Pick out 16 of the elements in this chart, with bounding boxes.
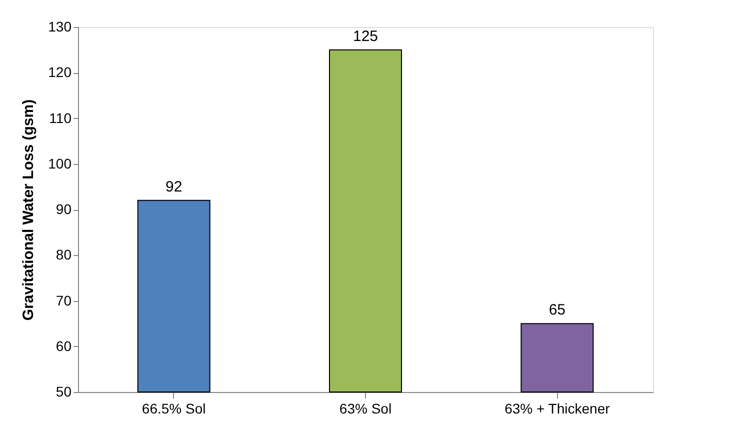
x-tick-label: 66.5% Sol: [142, 400, 206, 416]
y-tick-label: 50: [56, 384, 72, 400]
y-axis-title: Gravitational Water Loss (gsm): [20, 99, 38, 321]
data-label: 125: [352, 28, 378, 45]
x-tick-label: 63% Sol: [339, 400, 392, 416]
y-tick-label: 60: [56, 338, 72, 354]
y-tick-label: 90: [56, 201, 72, 217]
y-tick-label: 130: [48, 18, 72, 34]
y-tick-label: 80: [56, 246, 72, 263]
x-tick-label: 63% + Thickener: [504, 400, 610, 416]
y-tick-label: 110: [49, 110, 72, 126]
data-label: 65: [548, 302, 566, 319]
y-tick-label: 100: [48, 155, 72, 172]
y-tick-label: 70: [56, 292, 72, 308]
data-label: 92: [165, 178, 182, 196]
y-tick-label: 120: [48, 64, 72, 80]
